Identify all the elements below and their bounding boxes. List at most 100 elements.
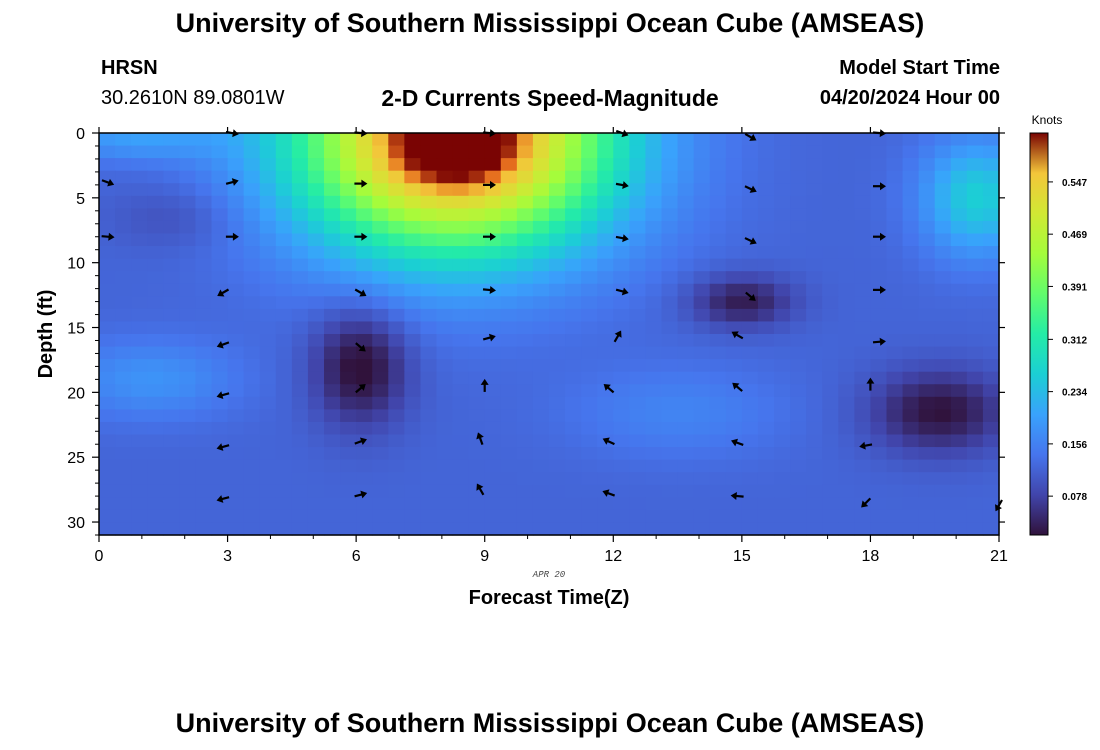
heat-cell xyxy=(372,170,389,184)
heat-cell xyxy=(886,409,904,423)
heat-cell xyxy=(549,283,566,297)
heat-cell xyxy=(436,334,454,348)
heat-cell xyxy=(709,334,727,348)
heat-cell xyxy=(195,447,213,461)
heat-cell xyxy=(934,195,952,209)
heat-cell xyxy=(629,220,647,235)
heat-cell xyxy=(806,472,823,486)
heat-cell xyxy=(468,158,486,172)
heat-cell xyxy=(822,321,839,335)
heat-cell xyxy=(275,371,293,385)
heat-cell xyxy=(275,522,293,536)
heat-cell xyxy=(886,283,904,297)
heat-cell xyxy=(211,472,229,486)
heat-cell xyxy=(275,246,293,260)
heat-cell xyxy=(324,296,341,310)
heat-cell xyxy=(629,459,647,473)
heat-cell xyxy=(356,208,373,222)
heat-cell xyxy=(243,283,261,297)
heat-cell xyxy=(838,170,855,184)
heat-cell xyxy=(950,459,968,473)
heat-cell xyxy=(693,145,711,159)
heat-cell xyxy=(484,271,502,285)
heat-cell xyxy=(790,359,807,373)
heat-cell xyxy=(581,434,598,448)
heat-cell xyxy=(307,484,325,498)
current-arrow xyxy=(744,132,757,141)
heat-cell xyxy=(195,334,213,348)
heat-cell xyxy=(613,421,630,436)
heat-cell xyxy=(565,334,582,348)
heat-cell xyxy=(388,359,405,373)
current-arrow xyxy=(483,180,496,189)
heat-cell xyxy=(645,509,663,524)
heat-cell xyxy=(934,321,952,335)
heat-cell xyxy=(500,321,518,335)
heat-cell xyxy=(259,283,277,297)
heat-cell xyxy=(757,334,775,348)
heat-cell xyxy=(500,170,518,184)
heat-cell xyxy=(195,371,213,385)
heat-cell xyxy=(307,283,325,297)
heat-cell xyxy=(902,472,920,486)
heat-cell xyxy=(500,447,518,461)
heat-cell xyxy=(661,246,679,260)
heat-cell xyxy=(468,472,486,486)
heat-cell xyxy=(870,522,888,536)
heat-cell xyxy=(227,371,245,385)
heat-cell xyxy=(597,308,614,323)
heat-cell xyxy=(500,308,518,323)
heat-cell xyxy=(275,183,293,197)
heat-cell xyxy=(532,409,550,423)
heat-cell xyxy=(404,145,422,159)
current-arrow xyxy=(613,330,622,343)
heat-cell xyxy=(99,271,116,285)
heat-cell xyxy=(661,497,679,511)
heat-cell xyxy=(532,509,550,524)
heat-cell xyxy=(838,283,855,297)
heat-cell xyxy=(372,321,389,335)
heat-cell xyxy=(195,359,213,373)
heat-cell xyxy=(549,472,566,486)
heat-cell xyxy=(404,522,422,536)
heat-cell xyxy=(291,271,309,285)
heat-cell xyxy=(661,472,679,486)
heat-cell xyxy=(661,233,679,247)
heat-cell xyxy=(340,509,357,524)
heat-cell xyxy=(516,145,534,159)
current-arrow xyxy=(744,185,757,193)
heat-cell xyxy=(774,283,791,297)
heat-cell xyxy=(886,220,904,235)
heat-cell xyxy=(565,421,582,436)
heat-cell xyxy=(484,434,502,448)
heat-cell xyxy=(613,145,630,159)
heat-cell xyxy=(757,409,775,423)
heat-cell xyxy=(275,434,293,448)
heat-cell xyxy=(613,459,630,473)
heat-cell xyxy=(918,497,936,511)
heat-cell xyxy=(532,334,550,348)
heat-cell xyxy=(629,246,647,260)
heat-cell xyxy=(806,208,823,222)
heat-cell xyxy=(468,396,486,410)
heat-cell xyxy=(99,195,116,209)
heat-cell xyxy=(581,522,598,536)
heat-cell xyxy=(613,258,630,272)
heat-cell xyxy=(565,484,582,498)
heat-cell xyxy=(388,484,405,498)
heat-cell xyxy=(709,296,727,310)
heat-cell xyxy=(468,484,486,498)
heat-cell xyxy=(966,509,984,524)
heat-cell xyxy=(950,195,968,209)
heat-cell xyxy=(549,233,566,247)
heat-cell xyxy=(243,334,261,348)
heat-cell xyxy=(324,434,341,448)
current-vectors xyxy=(101,129,1003,512)
heat-cell xyxy=(870,195,888,209)
heat-cell xyxy=(500,434,518,448)
heat-cell xyxy=(179,158,197,172)
heat-cell xyxy=(259,447,277,461)
heat-cell xyxy=(147,509,164,524)
heat-cell xyxy=(195,258,213,272)
